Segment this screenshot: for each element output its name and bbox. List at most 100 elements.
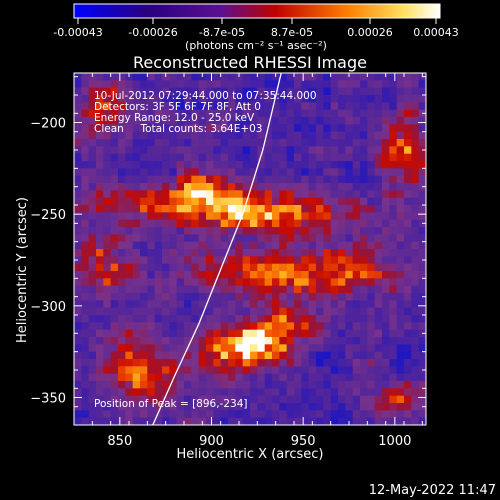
heatmap-cell (191, 337, 200, 345)
heatmap-cell (360, 205, 368, 213)
heatmap-cell (411, 175, 420, 184)
heatmap-cell (257, 256, 266, 265)
heatmap-cell (81, 373, 90, 382)
colorbar-tick-label: -8.7e-05 (199, 26, 245, 39)
heatmap-cell (140, 271, 148, 279)
heatmap-cell (257, 315, 266, 323)
heatmap-cell (338, 373, 346, 382)
heatmap-cell (272, 197, 280, 206)
heatmap-cell (404, 73, 412, 81)
heatmap-cell (206, 359, 214, 367)
heatmap-cell (81, 80, 90, 89)
heatmap-cell (220, 417, 229, 425)
heatmap-cell (330, 234, 339, 243)
heatmap-cell (404, 153, 412, 162)
heatmap-cell (213, 315, 222, 323)
heatmap-cell (103, 337, 112, 345)
heatmap-cell (360, 395, 368, 404)
heatmap-cell (198, 234, 207, 243)
heatmap-cell (286, 124, 295, 133)
heatmap-cell (367, 403, 376, 411)
heatmap-cell (118, 344, 126, 353)
heatmap-cell (411, 80, 420, 89)
heatmap-cell (213, 95, 222, 103)
heatmap-cell (272, 102, 280, 111)
heatmap-cell (191, 117, 200, 125)
heatmap-cell (308, 410, 317, 419)
heatmap-cell (125, 241, 134, 250)
heatmap-cell (279, 205, 288, 213)
heatmap-cell (191, 256, 200, 265)
heatmap-cell (132, 322, 141, 331)
heatmap-cell (323, 337, 332, 345)
heatmap-cell (404, 87, 412, 96)
heatmap-cell (103, 102, 112, 111)
heatmap-cell (140, 359, 148, 367)
heatmap-cell (382, 109, 390, 118)
heatmap-cell (96, 403, 104, 411)
heatmap-cell (294, 329, 302, 338)
heatmap-cell (316, 146, 324, 155)
heatmap-cell (382, 168, 390, 177)
colorbar (73, 3, 441, 19)
heatmap-cell (125, 87, 134, 96)
heatmap-cell (382, 87, 390, 96)
heatmap-cell (198, 322, 207, 331)
heatmap-cell (198, 219, 207, 228)
heatmap-cell (389, 381, 398, 389)
heatmap-cell (235, 344, 244, 353)
heatmap-cell (257, 124, 266, 133)
heatmap-cell (396, 337, 405, 345)
heatmap-cell (279, 234, 288, 243)
heatmap-cell (235, 197, 244, 206)
heatmap-cell (220, 322, 229, 331)
heatmap-cell (154, 197, 163, 206)
heatmap-cell (191, 388, 200, 397)
heatmap-cell (316, 153, 324, 162)
heatmap-cell (330, 161, 339, 169)
heatmap-cell (140, 124, 148, 133)
heatmap-cell (118, 161, 126, 169)
heatmap-cell (411, 95, 420, 103)
heatmap-cell (88, 403, 97, 411)
heatmap-cell (118, 366, 126, 375)
heatmap-cell (198, 366, 207, 375)
heatmap-cell (279, 109, 288, 118)
heatmap-cells (74, 73, 426, 425)
heatmap-cell (191, 359, 200, 367)
heatmap-cell (132, 197, 141, 206)
heatmap-cell (396, 197, 405, 206)
heatmap-cell (272, 278, 280, 287)
heatmap-cell (367, 315, 376, 323)
heatmap-cell (118, 271, 126, 279)
heatmap-cell (316, 117, 324, 125)
heatmap-cell (411, 212, 420, 221)
heatmap-cell (235, 146, 244, 155)
heatmap-cell (118, 337, 126, 345)
heatmap-cell (176, 153, 185, 162)
heatmap-cell (323, 109, 332, 118)
heatmap-cell (279, 175, 288, 184)
heatmap-cell (264, 395, 273, 404)
heatmap-cell (140, 205, 148, 213)
heatmap-cell (140, 278, 148, 287)
heatmap-cell (132, 168, 141, 177)
heatmap-cell (118, 241, 126, 250)
heatmap-cell (81, 197, 90, 206)
heatmap-cell (74, 278, 82, 287)
heatmap-cell (352, 307, 361, 316)
heatmap-cell (316, 249, 324, 257)
heatmap-cell (220, 285, 229, 294)
heatmap-cell (316, 131, 324, 140)
heatmap-cell (374, 278, 383, 287)
heatmap-cell (184, 131, 192, 140)
heatmap-cell (110, 322, 119, 331)
heatmap-cell (132, 109, 141, 118)
heatmap-cell (110, 366, 119, 375)
heatmap-cell (198, 146, 207, 155)
heatmap-cell (389, 271, 398, 279)
heatmap-cell (301, 124, 310, 133)
heatmap-cell (169, 293, 178, 301)
heatmap-cell (404, 403, 412, 411)
heatmap-cell (228, 205, 236, 213)
